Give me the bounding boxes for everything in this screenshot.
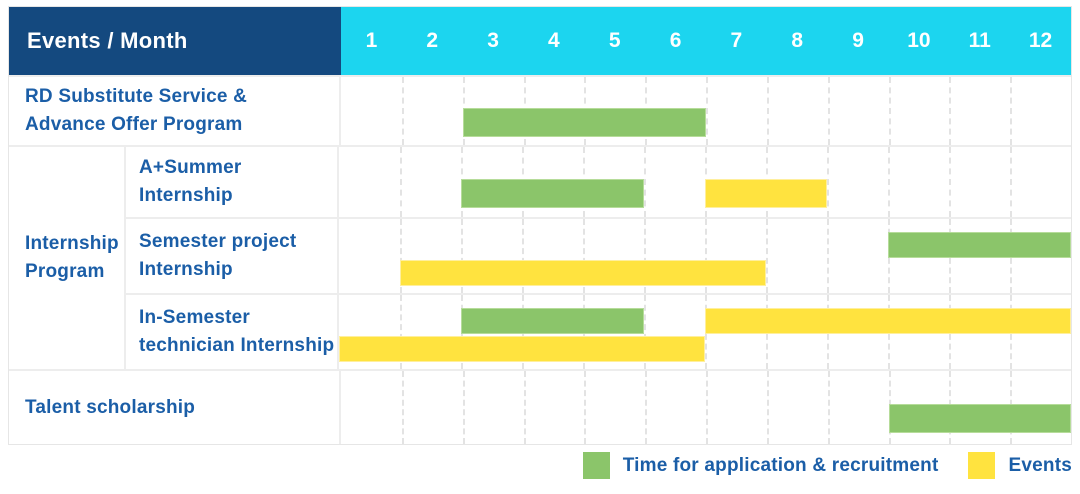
- row-label-line: Internship: [139, 185, 233, 206]
- row-label-line: In-Semester: [139, 307, 250, 328]
- month-gridline: [644, 219, 646, 293]
- month-gridline: [1010, 147, 1012, 217]
- month-gridline: [400, 147, 402, 217]
- month-gridline: [461, 219, 463, 293]
- row-label-line: Semester project: [139, 231, 297, 252]
- month-gridline: [644, 147, 646, 217]
- rd-substitute-service-label: RD Substitute Service & Advance Offer Pro…: [9, 77, 341, 145]
- talent-scholarship-label: Talent scholarship: [9, 371, 341, 444]
- month-gridline: [766, 219, 768, 293]
- month-header-12: 12: [1028, 29, 1053, 52]
- legend-swatch-green: [582, 452, 610, 479]
- in-semester-technician-internship-label: In-Semester technician Internship: [126, 295, 339, 369]
- legend-item-green: Time for application & recruitment: [582, 452, 939, 479]
- row-label-line: Internship: [25, 233, 119, 254]
- month-header-5: 5: [608, 29, 621, 52]
- month-header-11: 11: [968, 29, 991, 52]
- month-gridline: [645, 371, 648, 444]
- talent-scholarship-bar-green-m10-m12: [888, 403, 1071, 433]
- month-header-2: 2: [426, 29, 439, 52]
- row-a-plus-summer-internship: A+Summer Internship: [126, 147, 1071, 217]
- events-month-table: Events / Month 1 2 3 4 5 6 7 8 9 10 11 12 RD Substi…: [8, 6, 1072, 445]
- month-header-9: 9: [852, 29, 864, 52]
- legend: Time for application & recruitment Events: [582, 452, 1072, 479]
- row-label-line: Talent scholarship: [25, 396, 196, 418]
- month-header-8: 8: [791, 29, 804, 52]
- month-gridline: [766, 371, 769, 444]
- internship-program-group-label: Internship Program: [9, 147, 126, 369]
- internship-program-rows: A+Summer Internship Semester project Intern…: [126, 147, 1071, 369]
- month-gridline: [888, 77, 891, 145]
- month-gridline: [523, 371, 526, 444]
- in-semester-technician-internship-chart-cell: [339, 295, 1071, 369]
- semester-project-internship-bar-yellow-m2-m7: [400, 260, 766, 286]
- in-semester-technician-internship-bar-yellow-m7-m12: [705, 308, 1071, 334]
- month-gridline: [827, 147, 829, 217]
- month-gridline: [644, 295, 646, 369]
- in-semester-technician-internship-bar-yellow-m1-m6: [339, 336, 705, 362]
- row-label-line: Program: [25, 261, 105, 282]
- month-header-1: 1: [365, 29, 378, 52]
- month-gridline: [827, 219, 829, 293]
- month-gridline: [583, 219, 585, 293]
- legend-swatch-yellow: [968, 452, 996, 479]
- month-gridline: [766, 77, 769, 145]
- in-semester-technician-internship-bar-green-m3-m5: [461, 308, 644, 334]
- rd-substitute-service-bar-green-m3-m6: [462, 107, 706, 137]
- row-label-line: A+Summer: [139, 157, 242, 178]
- month-gridline: [522, 219, 524, 293]
- month-gridline: [827, 77, 830, 145]
- header-events-month-label: Events / Month: [9, 7, 341, 75]
- row-in-semester-technician-internship: In-Semester technician Internship: [126, 293, 1071, 369]
- talent-scholarship-chart-cell: [341, 371, 1071, 444]
- legend-label-yellow: Events: [1008, 454, 1072, 476]
- month-gridline: [706, 77, 708, 145]
- month-gridline: [584, 371, 587, 444]
- semester-project-internship-label: Semester project Internship: [126, 219, 339, 293]
- legend-label-green: Time for application & recruitment: [622, 454, 939, 476]
- month-gridline: [1010, 77, 1013, 145]
- table-header-row: Events / Month 1 2 3 4 5 6 7 8 9 10 11 12: [9, 7, 1071, 75]
- month-gridline: [462, 371, 465, 444]
- row-talent-scholarship: Talent scholarship: [9, 369, 1071, 444]
- semester-project-internship-bar-green-m10-m12: [888, 232, 1071, 258]
- semester-project-internship-chart-cell: [339, 219, 1071, 293]
- month-header-6: 6: [669, 29, 682, 52]
- row-label-line: RD Substitute Service &: [25, 86, 248, 107]
- row-label-line: Advance Offer Program: [25, 114, 243, 135]
- a-plus-summer-internship-bar-yellow-m7-m8: [705, 178, 827, 208]
- row-rd-substitute-service: RD Substitute Service & Advance Offer Pro…: [9, 75, 1071, 145]
- month-header-cells: 1 2 3 4 5 6 7 8 9 10 11 12: [341, 7, 1071, 75]
- month-gridline: [949, 147, 951, 217]
- group-internship-program: Internship Program A+Summer Internship Semes…: [9, 145, 1071, 369]
- month-gridline: [400, 295, 402, 369]
- month-gridline: [401, 371, 404, 444]
- a-plus-summer-internship-chart-cell: [339, 147, 1071, 217]
- month-header-4: 4: [548, 29, 560, 52]
- month-header-7: 7: [730, 29, 743, 52]
- month-gridline: [949, 77, 952, 145]
- month-gridline: [401, 77, 404, 145]
- month-gridline: [400, 219, 402, 293]
- rd-substitute-service-chart-cell: [341, 77, 1071, 145]
- month-gridline: [827, 371, 830, 444]
- legend-item-yellow: Events: [968, 452, 1072, 479]
- row-semester-project-internship: Semester project Internship: [126, 217, 1071, 293]
- month-header-10: 10: [907, 29, 931, 52]
- month-gridline: [706, 371, 708, 444]
- row-label-line: technician Internship: [139, 335, 335, 356]
- a-plus-summer-internship-bar-green-m3-m5: [461, 178, 644, 208]
- month-gridline: [888, 147, 890, 217]
- month-header-3: 3: [487, 29, 499, 52]
- table-body: RD Substitute Service & Advance Offer Pro…: [9, 75, 1071, 444]
- row-label-line: Internship: [139, 259, 233, 280]
- a-plus-summer-internship-label: A+Summer Internship: [126, 147, 339, 217]
- month-gridline: [705, 219, 707, 293]
